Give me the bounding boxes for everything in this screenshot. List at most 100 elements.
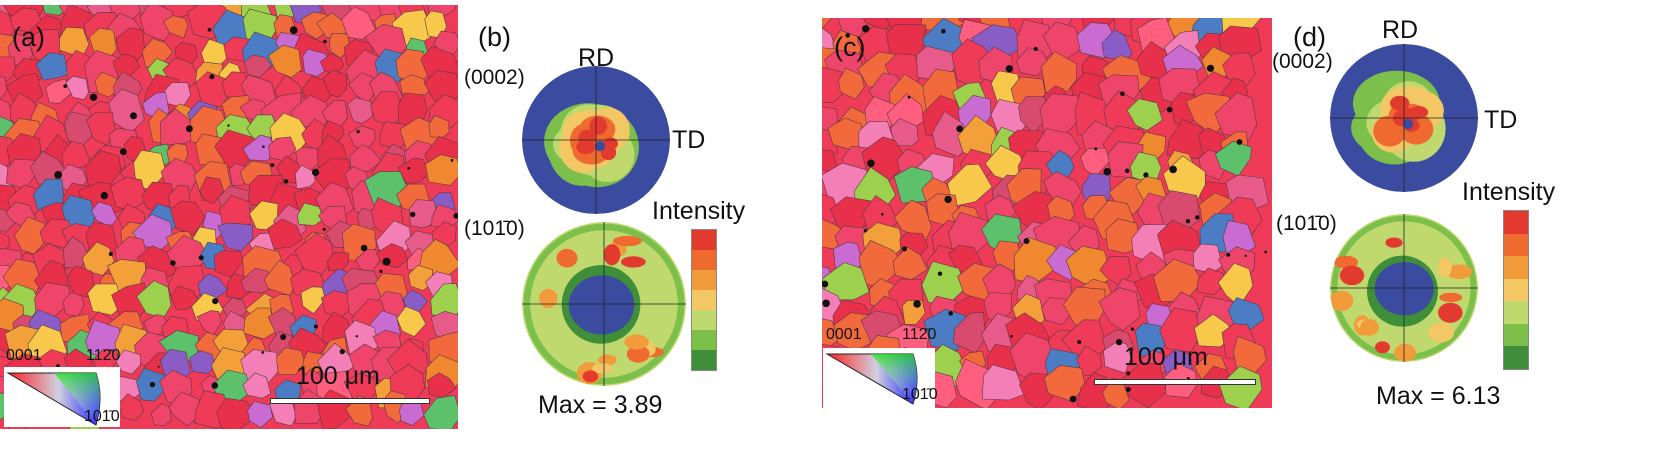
grain: [355, 249, 381, 272]
grain: [189, 350, 216, 375]
unindexed-point: [108, 252, 113, 256]
intensity-step: [1504, 233, 1528, 257]
unindexed-point: [355, 335, 358, 338]
unindexed-point: [356, 129, 360, 134]
grain: [35, 52, 69, 81]
axis-label-rd-d: RD: [1382, 16, 1419, 44]
grain: [347, 97, 373, 124]
unindexed-point: [1236, 139, 1243, 145]
unindexed-point: [902, 246, 907, 252]
unindexed-point: [1010, 335, 1013, 338]
scale-bar-a: [270, 398, 430, 404]
unindexed-point: [227, 124, 230, 127]
intensity-contour: [1360, 319, 1379, 336]
unindexed-point: [54, 171, 63, 179]
intensity-scale-b: [691, 229, 717, 371]
ebsd-map-a: [0, 5, 458, 429]
unindexed-point: [339, 349, 345, 355]
intensity-scale-d: [1503, 210, 1529, 370]
grain: [893, 199, 933, 241]
grain: [1196, 267, 1226, 296]
intensity-step: [1504, 278, 1528, 302]
key-label-1010-a: 101̄0: [84, 408, 120, 425]
unindexed-point: [100, 191, 109, 200]
grain: [267, 218, 303, 250]
panel-label-b: (b): [478, 22, 511, 52]
plane-label-1010-b: (101̄0): [464, 217, 525, 240]
intensity-step: [692, 330, 716, 350]
grain: [87, 283, 123, 316]
grain: [890, 118, 919, 147]
grain: [396, 306, 427, 337]
unindexed-point: [186, 125, 193, 133]
grain: [1166, 119, 1208, 160]
grain: [216, 397, 257, 429]
key-label-1010-c: 101̄0: [902, 386, 938, 403]
intensity-contour: [578, 129, 596, 148]
grain: [199, 176, 225, 205]
intensity-contour: [626, 345, 650, 363]
pole-figure-1010-d: [1330, 214, 1478, 362]
unindexed-point: [845, 33, 850, 38]
intensity-contour: [600, 144, 617, 161]
unindexed-point: [410, 211, 416, 218]
unindexed-point: [941, 28, 946, 34]
intensity-label-d: Intensity: [1462, 178, 1556, 206]
axis-label-td-b: TD: [672, 126, 706, 154]
pole-figure-0002-d: [1330, 44, 1478, 192]
panel-label-c: (c): [834, 32, 866, 62]
unindexed-point: [322, 227, 326, 231]
grain: [163, 15, 189, 39]
grain: [397, 157, 431, 184]
unindexed-point: [937, 271, 943, 276]
intensity-step: [1504, 323, 1528, 347]
grain: [1214, 92, 1258, 141]
unindexed-point: [89, 93, 98, 102]
grain-mosaic-c: [822, 18, 1272, 408]
grain: [170, 285, 201, 310]
intensity-contour: [539, 288, 558, 309]
pole-figure-0002-b: [522, 66, 670, 214]
grain: [242, 134, 278, 162]
unindexed-point: [63, 84, 68, 88]
grain: [168, 391, 202, 427]
unindexed-point: [1244, 254, 1247, 257]
ipf-triangle-c: [825, 353, 918, 405]
unindexed-point: [312, 168, 320, 176]
intensity-step: [692, 250, 716, 270]
grain: [242, 372, 272, 399]
unindexed-point: [1094, 147, 1098, 151]
unindexed-point: [289, 26, 298, 34]
unindexed-point: [1143, 172, 1149, 178]
grain: [1098, 287, 1141, 331]
grain: [111, 282, 150, 317]
unindexed-point: [1206, 64, 1215, 72]
intensity-contour: [1375, 341, 1390, 354]
unindexed-point: [1069, 395, 1077, 403]
intensity-contour: [1428, 322, 1455, 343]
grain: [1041, 51, 1078, 93]
unindexed-point: [212, 298, 219, 305]
unindexed-point: [1103, 167, 1111, 176]
unindexed-point: [270, 163, 275, 168]
scale-bar-c: [1094, 379, 1256, 385]
unindexed-point: [1125, 387, 1131, 392]
intensity-contour: [603, 244, 621, 266]
grain: [263, 259, 296, 296]
intensity-step: [692, 270, 716, 290]
grain: [297, 202, 324, 226]
intensity-contour: [556, 248, 578, 268]
key-label-1120-c: 112̄0: [902, 326, 937, 343]
unindexed-point: [948, 311, 953, 316]
unindexed-point: [207, 27, 212, 32]
unindexed-point: [209, 74, 215, 80]
unindexed-point: [1195, 215, 1200, 220]
unindexed-point: [1120, 91, 1125, 96]
intensity-contour: [1409, 106, 1429, 119]
intensity-contour: [1446, 264, 1473, 280]
scale-bar-label-c: 100 μm: [1124, 343, 1208, 371]
key-label-1120-a: 112̄0: [86, 347, 121, 364]
grain: [322, 69, 348, 98]
grain: [981, 364, 1025, 401]
unindexed-point: [1169, 165, 1177, 174]
